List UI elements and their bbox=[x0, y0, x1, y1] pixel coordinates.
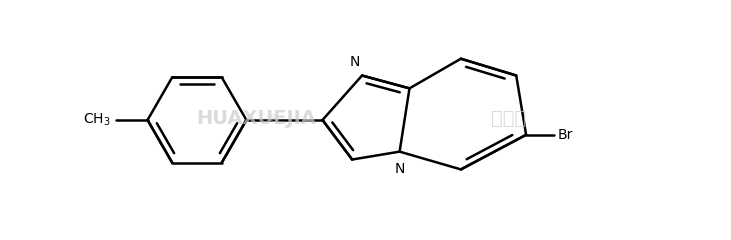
Text: CH$_3$: CH$_3$ bbox=[83, 112, 111, 128]
Text: ®: ® bbox=[268, 114, 278, 124]
Text: N: N bbox=[395, 162, 405, 175]
Text: 化学加: 化学加 bbox=[491, 108, 526, 127]
Text: Br: Br bbox=[558, 128, 573, 142]
Text: N: N bbox=[350, 55, 360, 69]
Text: HUAXUEJIA: HUAXUEJIA bbox=[197, 108, 317, 127]
